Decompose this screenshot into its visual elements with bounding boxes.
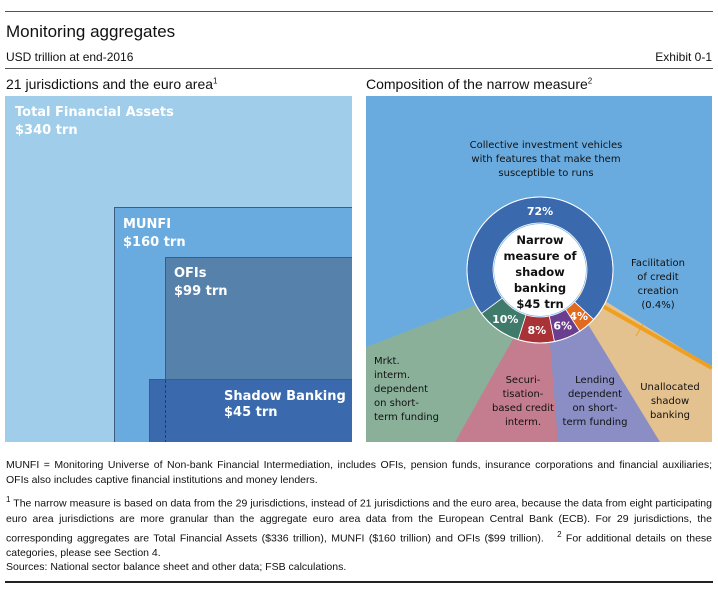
munfi-label: MUNFI $160 trn <box>123 217 186 250</box>
credit-creation-label: Facilitation of credit creation (0.4%) <box>631 258 685 311</box>
bottom-rule <box>5 581 713 583</box>
credit-creation-leader <box>635 323 644 337</box>
segment-percent-label: 10% <box>492 313 518 326</box>
securitisation-label: Securi-tisation-based credit interm. <box>492 375 554 428</box>
shadow-banking-label: Shadow Banking $45 trn <box>224 389 346 420</box>
tfa-label: Total Financial Assets $340 trn <box>15 105 174 138</box>
segment-percent-label: 6% <box>553 320 572 333</box>
segment-percent-label: 8% <box>528 324 547 337</box>
footnote-munfi: MUNFI = Monitoring Universe of Non-bank … <box>6 459 712 486</box>
unallocated-label: Unallocated shadow banking <box>640 382 700 421</box>
ofis-label: OFIs $99 trn <box>174 266 228 299</box>
exhibit-title: Monitoring aggregates <box>6 22 176 41</box>
lending-label: Lending dependent on short-term funding <box>563 375 628 428</box>
shadow-banking-box: Shadow Banking $45 trn <box>149 379 352 442</box>
header-rule <box>5 68 713 69</box>
unallocated-area <box>571 288 712 442</box>
segment-percent-label: 72% <box>527 205 553 218</box>
exhibit-subtitle: USD trillion at end-2016 <box>6 50 134 64</box>
donut-hole <box>494 224 586 316</box>
right-panel-title: Composition of the narrow measure2 <box>366 76 593 92</box>
mrkt-interm-label: Mrkt. interm. dependent on short-term fundi… <box>374 356 439 423</box>
treemap-chart: Total Financial Assets $340 trn MUNFI $160… <box>5 96 352 442</box>
left-panel-title: 21 jurisdictions and the euro area1 <box>6 76 218 92</box>
footnote-1: 1 The narrow measure is based on data fr… <box>6 495 712 559</box>
securitisation-area <box>455 318 558 442</box>
donut-center-label: Narrow measure of shadow banking $45 trn <box>504 233 578 311</box>
donut-outline <box>466 196 614 344</box>
lending-area <box>541 308 660 442</box>
mrkt-interm-area <box>366 301 526 442</box>
exhibit-number: Exhibit 0-1 <box>655 50 712 64</box>
segment-percent-label: 4% <box>569 310 588 323</box>
top-rule <box>5 11 713 12</box>
composition-donut-chart: 4%6% 8% 10% 72% Narrow measure of shadow bankin… <box>366 96 712 442</box>
sources-note: Sources: National sector balance sheet a… <box>6 561 347 573</box>
cis-label: Collective investment vehicles with featu… <box>470 140 623 179</box>
ofis-dashed-boundary <box>165 380 166 442</box>
